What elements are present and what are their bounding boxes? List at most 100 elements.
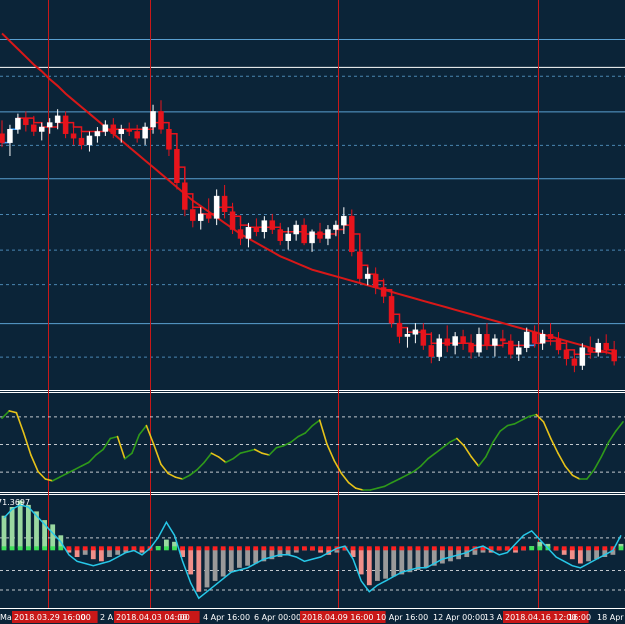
candle-body[interactable] [86,135,93,146]
candle-body[interactable] [39,126,45,132]
time-tick-label: 2018.04.09 16:00 [302,613,373,622]
candle-body[interactable] [500,338,506,342]
candle-body[interactable] [229,211,236,230]
histogram-zero-dot [269,546,275,551]
candle-body[interactable] [142,126,148,139]
candle-body[interactable] [150,111,156,128]
candle-body[interactable] [134,131,140,139]
candle-body[interactable] [396,322,403,337]
candle-body[interactable] [508,340,514,355]
candle-body[interactable] [182,182,188,210]
oscillator-segment [326,443,336,462]
oscillator-segment [549,437,559,455]
candle-body[interactable] [468,342,474,353]
oscillator-segment [246,448,256,453]
candle-body[interactable] [579,347,586,366]
candle-body[interactable] [285,233,291,241]
candle-body[interactable] [54,115,61,123]
candle-body[interactable] [587,347,594,353]
candle-body[interactable] [555,338,562,351]
histogram-panel[interactable] [0,500,625,600]
candle-body[interactable] [94,131,101,137]
price-panel[interactable] [0,32,617,373]
candle-body[interactable] [166,129,172,150]
candle-body[interactable] [213,195,220,219]
candle-body[interactable] [476,334,482,353]
candle-body[interactable] [420,329,427,346]
candle-body[interactable] [603,342,609,351]
oscillator-segment [289,435,299,444]
candle-body[interactable] [452,336,458,346]
candle-body[interactable] [325,229,331,239]
candle-body[interactable] [317,231,323,239]
candle-body[interactable] [110,124,117,134]
candle-body[interactable] [78,137,85,146]
candle-body[interactable] [70,133,77,139]
candle-body[interactable] [158,111,164,130]
histogram-bar [594,548,599,560]
candle-body[interactable] [7,129,13,143]
candle-body[interactable] [174,149,180,183]
candle-body[interactable] [531,331,538,344]
candle-body[interactable] [444,338,450,346]
candle-body[interactable] [309,231,315,244]
candle-body[interactable] [341,215,347,226]
candle-body[interactable] [46,122,53,128]
candle-body[interactable] [198,213,204,221]
oscillator-segment [586,468,595,480]
candle-body[interactable] [436,338,442,357]
candle-body[interactable] [293,224,299,235]
candle-body[interactable] [484,334,490,346]
candle-body[interactable] [595,342,601,353]
candle-body[interactable] [571,358,578,366]
candle-body[interactable] [539,334,546,344]
oscillator-segment [607,430,617,444]
candle-body[interactable] [190,209,196,221]
candle-body[interactable] [253,227,260,233]
candle-body[interactable] [118,129,124,134]
candle-body[interactable] [245,227,252,239]
oscillator-segment [557,452,567,467]
oscillator-segment [506,422,516,427]
candle-body[interactable] [205,213,212,219]
candle-body[interactable] [357,251,363,279]
oscillator-segment [44,478,54,482]
candle-body[interactable] [349,215,355,253]
oscillator-segment [593,456,603,471]
candle-body[interactable] [126,129,132,132]
candle-body[interactable] [380,287,387,297]
candle-body[interactable] [301,224,307,244]
histogram-zero-dot [261,546,267,551]
candle-body[interactable] [261,220,268,233]
candle-body[interactable] [23,117,29,126]
candle-body[interactable] [62,115,69,134]
candle-body[interactable] [237,229,244,239]
oscillator-segment [354,487,364,491]
candle-body[interactable] [516,347,522,355]
candle-body[interactable] [388,296,395,324]
candle-body[interactable] [269,220,276,230]
histogram-bar [245,548,250,566]
candle-body[interactable] [492,338,498,346]
candle-body[interactable] [372,273,379,288]
candle-body[interactable] [611,349,617,362]
candle-body[interactable] [523,331,530,348]
candle-body[interactable] [333,224,339,230]
candle-body[interactable] [221,195,228,212]
candle-body[interactable] [364,273,371,279]
histogram-zero-dot [17,546,23,551]
candle-body[interactable] [428,345,435,357]
candle-body[interactable] [412,329,419,335]
candle-body[interactable] [277,229,283,241]
candle-body[interactable] [563,349,570,360]
histogram-zero-dot [375,546,380,551]
candle-body[interactable] [547,334,554,339]
oscillator-panel[interactable] [0,410,625,491]
candle-body[interactable] [460,336,466,344]
candle-body[interactable] [404,334,411,337]
candle-body[interactable] [102,124,109,132]
candle-body[interactable] [31,124,37,132]
candle-body[interactable] [15,117,21,130]
candle-body[interactable] [0,133,5,143]
